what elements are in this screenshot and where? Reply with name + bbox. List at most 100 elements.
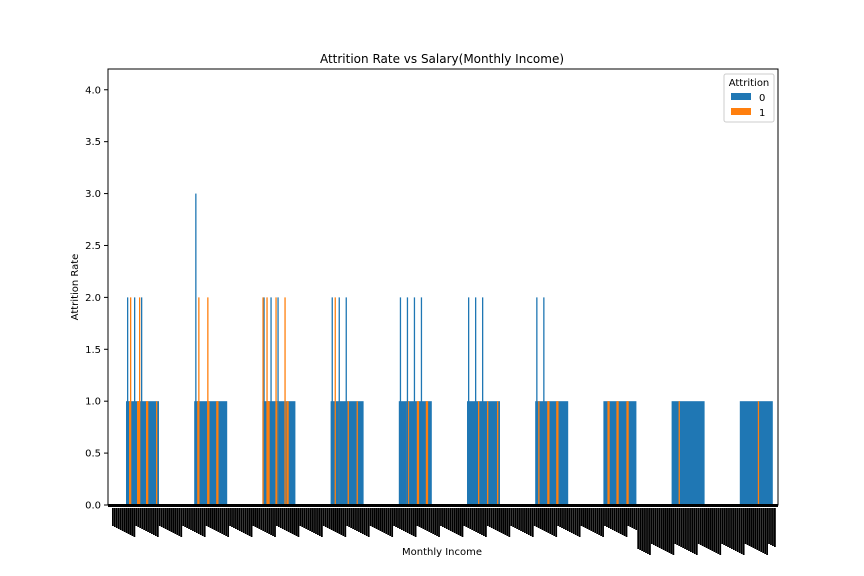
- x-tick-mark-221: [543, 508, 546, 531]
- x-tick-mark-13: [137, 508, 140, 527]
- y-axis-title: Attrition Rate: [70, 254, 81, 321]
- bar-line1-44: [425, 401, 428, 505]
- x-tick-mark-93: [293, 508, 296, 535]
- x-tick-mark-285: [668, 508, 671, 553]
- x-tick-mark-100: [307, 508, 310, 530]
- x-tick-mark-172: [447, 508, 450, 530]
- x-tick-mark-276: [650, 508, 653, 544]
- x-tick-mark-91: [289, 508, 292, 533]
- x-tick-mark-123: [352, 508, 354, 529]
- x-tick-mark-18: [147, 508, 149, 532]
- x-tick-mark-183: [469, 508, 472, 529]
- x-tick-mark-295: [688, 508, 690, 551]
- x-tick-mark-94: [295, 508, 298, 536]
- x-tick-mark-115: [336, 508, 339, 533]
- x-tick-mark-297: [691, 508, 694, 553]
- y-tick-label-3: 1.5: [85, 345, 101, 356]
- bar-line1-0: [129, 401, 131, 505]
- spike0-48: [413, 297, 416, 505]
- bar-line1-41: [426, 401, 429, 505]
- x-tick-mark-296: [690, 508, 692, 552]
- bar-group-1: [194, 401, 228, 505]
- x-tick-mark-12: [135, 508, 138, 526]
- spike0-8: [141, 297, 143, 505]
- x-tick-mark-331: [758, 508, 761, 551]
- x-tick-mark-139: [383, 508, 386, 533]
- x-tick-mark-235: [570, 508, 573, 533]
- x-tick-mark-265: [629, 508, 632, 527]
- x-tick-mark-290: [678, 508, 681, 546]
- x-tick-mark-48: [205, 508, 208, 526]
- x-tick-mark-59: [227, 508, 230, 537]
- bar-line1-42: [407, 401, 410, 505]
- x-tick-mark-239: [578, 508, 581, 537]
- x-tick-mark-106: [318, 508, 321, 536]
- spike1-31: [284, 297, 286, 505]
- x-tick-mark-120: [346, 508, 349, 526]
- spike0-62: [543, 297, 545, 505]
- spike1-10: [139, 297, 141, 505]
- bar-group-3: [330, 401, 364, 505]
- bar-line1-5: [146, 401, 148, 505]
- legend-label-0: 0: [759, 93, 765, 104]
- x-tick-mark-142: [389, 508, 392, 536]
- x-tick-mark-131: [367, 508, 370, 537]
- bar-line1-34: [347, 401, 349, 505]
- bar-line1-65: [617, 401, 619, 505]
- spike0-6: [127, 297, 129, 505]
- x-tick-mark-222: [545, 508, 548, 532]
- bar-line1-20: [287, 401, 289, 505]
- chart-title: Attrition Rate vs Salary(Monthly Income): [320, 52, 564, 66]
- spike1-32: [262, 297, 264, 505]
- y-axis: 0.0 0.5 1.0 1.5 2.0 2.5 3.0 3.5 4.0: [85, 85, 108, 512]
- x-tick-mark-219: [539, 508, 542, 529]
- x-tick-mark-238: [576, 508, 579, 536]
- x-tick-mark-321: [738, 508, 741, 553]
- x-tick-mark-195: [492, 508, 495, 529]
- bar-line1-1: [138, 401, 140, 505]
- x-tick-mark-332: [760, 508, 763, 552]
- x-tick-mark-326: [748, 508, 751, 546]
- bar-line1-15: [216, 401, 218, 505]
- x-tick-mark-318: [732, 508, 735, 550]
- x-tick-mark-37: [184, 508, 187, 527]
- y-tick-label-8: 4.0: [85, 85, 101, 96]
- x-tick-mark-218: [537, 508, 540, 528]
- x-tick-mark-163: [430, 508, 433, 533]
- spike0-49: [420, 297, 423, 505]
- x-tick-mark-256: [611, 508, 614, 530]
- legend-title: Attrition: [729, 78, 770, 89]
- x-tick-mark-75: [258, 508, 261, 529]
- x-tick-mark-63: [235, 508, 237, 529]
- x-tick-mark-220: [541, 508, 544, 530]
- x-tick-mark-148: [401, 508, 403, 530]
- x-tick-mark-225: [551, 508, 554, 535]
- x-tick-mark-99: [305, 508, 308, 529]
- x-tick-mark-23: [156, 508, 159, 537]
- spike0-54: [475, 297, 477, 505]
- x-tick-mark-176: [455, 508, 458, 534]
- x-tick-mark-1: [113, 508, 116, 527]
- x-tick-mark-259: [617, 508, 620, 533]
- x-tick-mark-69: [246, 508, 249, 535]
- x-tick-mark-192: [486, 508, 489, 526]
- x-tick-mark-246: [592, 508, 595, 532]
- x-tick-mark-298: [693, 508, 696, 554]
- x-tick-mark-268: [635, 508, 638, 530]
- x-tick-mark-60: [229, 508, 231, 526]
- x-tick-mark-289: [676, 508, 679, 545]
- x-tick-mark-267: [633, 508, 636, 529]
- bar-line1-66: [626, 401, 628, 505]
- x-tick-mark-11: [133, 508, 136, 537]
- x-tick-mark-307: [711, 508, 714, 551]
- spike0-46: [399, 297, 402, 505]
- x-tick-mark-252: [604, 508, 606, 526]
- bars-layer: [126, 193, 773, 506]
- x-tick-mark-196: [494, 508, 497, 530]
- x-tick-mark-66: [240, 508, 243, 532]
- x-tick-mark-264: [627, 508, 630, 526]
- x-tick-mark-141: [387, 508, 390, 535]
- x-tick-mark-257: [613, 508, 616, 531]
- x-tick-mark-67: [242, 508, 245, 533]
- x-tick-mark-209: [520, 508, 522, 531]
